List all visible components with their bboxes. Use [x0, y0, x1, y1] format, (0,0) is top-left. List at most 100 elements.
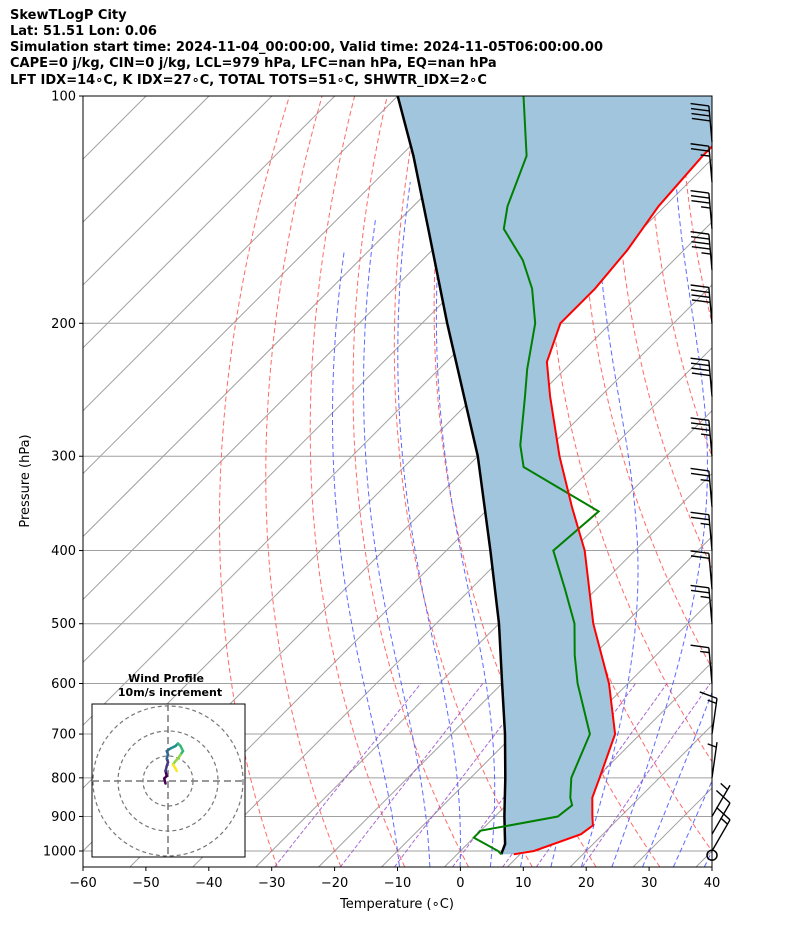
x-tick-label: −50 [132, 876, 159, 891]
wind-barb-staff [708, 420, 713, 457]
wind-barb-flag [690, 362, 710, 367]
wind-barb-flag [690, 235, 710, 240]
wind-barb [690, 143, 713, 183]
wind-barb-flag [690, 107, 710, 112]
wind-barb-flag [690, 102, 709, 107]
wind-barb-flag [691, 427, 710, 432]
wind-barb-flag [690, 422, 710, 427]
wind-barb [690, 231, 713, 271]
wind-barb [711, 782, 731, 817]
x-tick-label: 20 [578, 876, 595, 891]
wind-barb-staff [708, 287, 713, 324]
wind-barb-flag [690, 231, 709, 235]
wind-barb-flag [690, 555, 710, 559]
x-axis-label: Temperature (∘C) [339, 897, 454, 912]
hodograph-plot [92, 704, 245, 857]
moist-adiabat [642, 690, 712, 867]
x-tick-label: 30 [641, 876, 658, 891]
wind-barb [690, 644, 713, 684]
wind-barb-flag [690, 148, 710, 152]
dry-adiabat [218, 96, 290, 867]
wind-barb [690, 284, 713, 324]
wind-barb-staff [708, 514, 713, 551]
wind-barb-staff [708, 105, 713, 142]
hodograph-trace-segment [174, 767, 178, 773]
wind-barb-staff [711, 784, 731, 817]
moist-adiabat [672, 779, 712, 867]
wind-barb-staff [708, 587, 713, 624]
wind-barb-flag [690, 357, 709, 362]
wind-barb-flag [691, 112, 710, 117]
isotherm-line [83, 96, 84, 97]
wind-barb-flag [691, 372, 711, 377]
wind-barb-flag [691, 245, 711, 250]
wind-barb-staff [708, 193, 713, 230]
wind-barb-half-flag [700, 478, 710, 482]
wind-barb-flag [691, 240, 710, 245]
wind-barb-flag [690, 194, 710, 199]
wind-barb-staff [708, 553, 713, 590]
y-tick-label: 800 [51, 771, 76, 786]
chart-title: SkewTLogP City [10, 8, 127, 23]
wind-barb [690, 189, 713, 230]
wind-barb-half-flag [707, 699, 717, 705]
isotherm-line [83, 96, 336, 349]
x-tick-label: −10 [384, 876, 411, 891]
isotherm-line [255, 409, 712, 867]
y-tick-label: 200 [51, 317, 76, 332]
wind-barb-flag [699, 691, 718, 700]
wind-barb-flag [691, 367, 710, 372]
wind-barb [690, 357, 713, 397]
wind-barb-flag [690, 284, 709, 289]
dry-adiabat [265, 96, 342, 867]
x-tick-label: −60 [69, 876, 96, 891]
hodograph-title: Wind Profile [128, 672, 204, 685]
wind-barb-half-flag [700, 595, 710, 599]
wind-barb-flag [690, 550, 709, 555]
isotherm-line [83, 96, 524, 538]
wind-barb-staff [711, 819, 731, 852]
dry-adiabat [778, 96, 794, 867]
y-tick-label: 600 [51, 677, 76, 692]
wind-barb-staff [708, 146, 713, 183]
wind-barb [699, 691, 718, 735]
isotherm-line [506, 661, 712, 867]
dry-adiabat [679, 96, 712, 325]
y-tick-label: 300 [51, 450, 76, 465]
x-tick-label: 0 [456, 876, 464, 891]
y-tick-label: 400 [51, 544, 76, 559]
isotherm-line [632, 787, 712, 867]
moist-adiabat [580, 96, 639, 867]
isotherm-line [759, 96, 794, 867]
wind-barb-flag [690, 472, 710, 477]
wind-barb-flag [690, 584, 709, 589]
x-tick-label: −20 [321, 876, 348, 891]
wind-barb-staff [711, 742, 718, 778]
hodograph-subtitle: 10m/s increment [118, 686, 222, 699]
wind-barb-flag [690, 189, 709, 194]
wind-barb-flag [690, 516, 710, 521]
isotherm-line [83, 96, 461, 475]
moist-adiabat [332, 250, 400, 867]
dry-adiabat [746, 96, 794, 867]
wind-barb [690, 417, 713, 457]
wind-barb [690, 584, 713, 624]
time-line: Simulation start time: 2024-11-04_00:00:… [10, 40, 603, 55]
wind-barb-staff [711, 698, 718, 735]
wind-barb-half-flag [700, 154, 710, 157]
location-line: Lat: 51.51 Lon: 0.06 [10, 24, 157, 39]
wind-barb-half-flag [700, 650, 710, 654]
wind-barb-staff [708, 470, 713, 507]
wind-barb-half-flag [700, 433, 711, 437]
y-tick-label: 900 [51, 810, 76, 825]
wind-barb [690, 467, 713, 507]
wind-barb-flag [690, 644, 709, 649]
isotherm-line [569, 724, 712, 867]
wind-barb-staff [711, 802, 731, 835]
parcel-profile-line [396, 96, 507, 855]
wind-barb-flag [690, 511, 709, 516]
wind-barb-staff [708, 360, 713, 397]
isotherm-line [83, 96, 273, 286]
dry-adiabat [647, 96, 712, 458]
